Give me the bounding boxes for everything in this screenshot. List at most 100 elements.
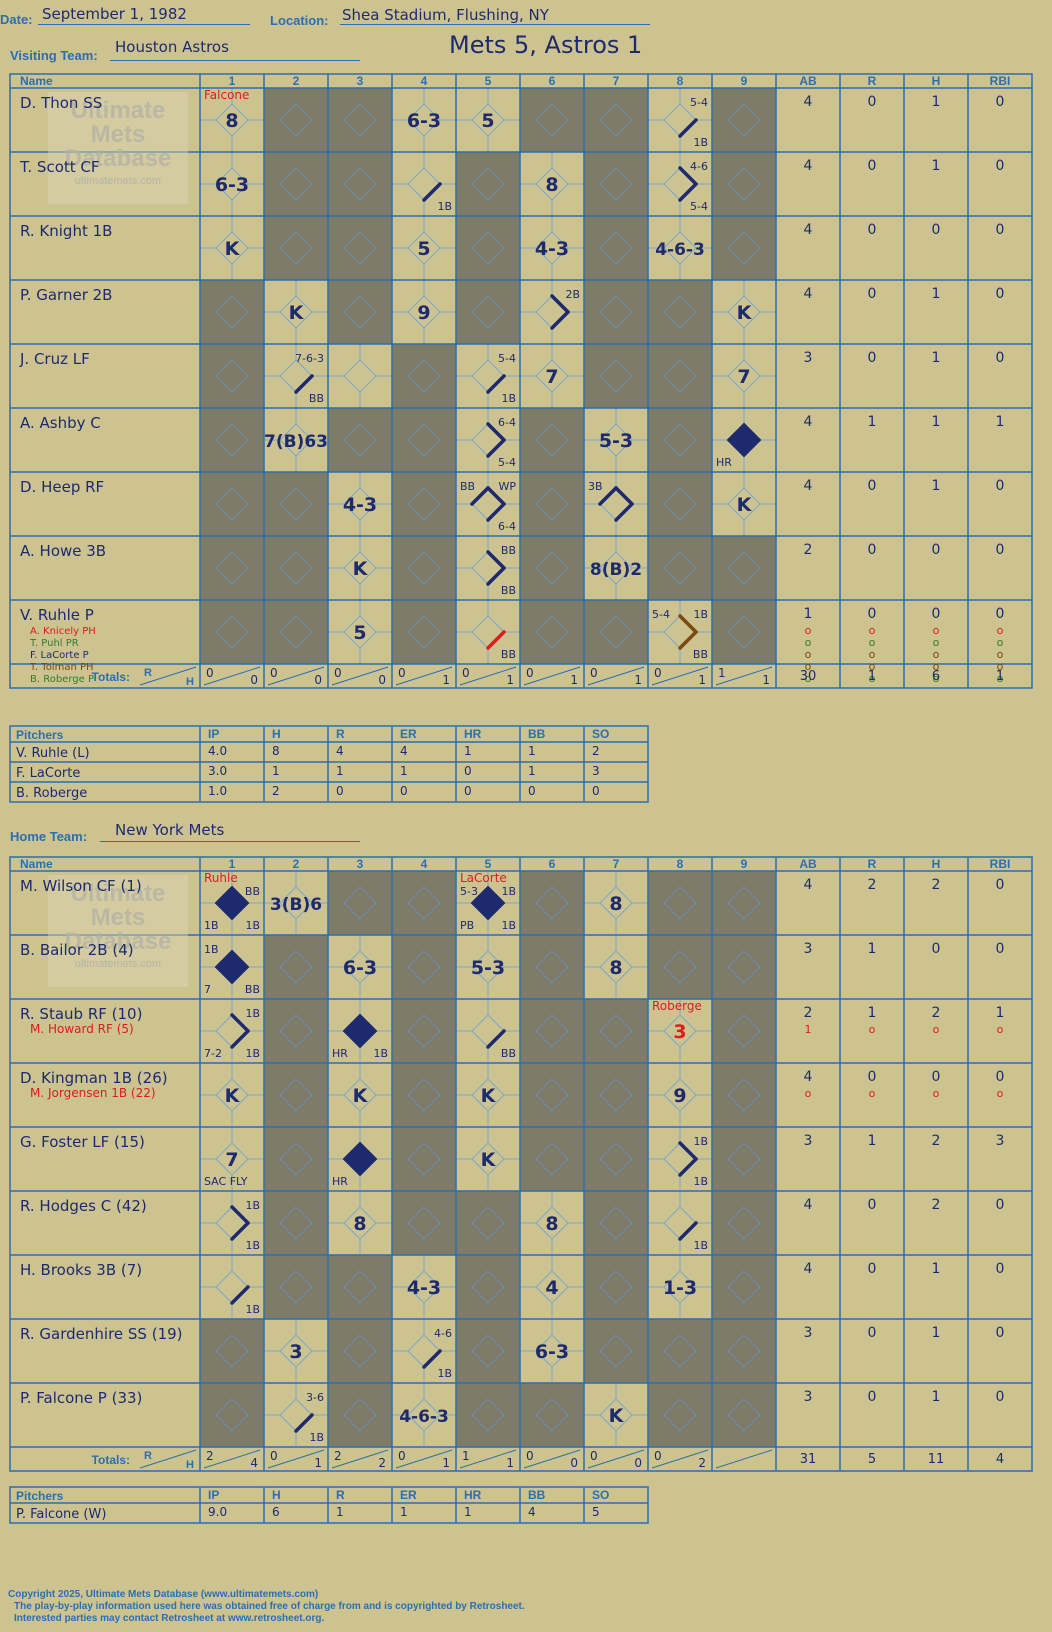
play-note: 1B — [501, 885, 516, 898]
batter-stat: 1 — [868, 414, 877, 430]
play-note: HR — [716, 456, 732, 469]
base-diamond — [407, 1206, 441, 1240]
sub-stat: o — [869, 672, 876, 685]
inning-cell-shaded — [712, 88, 776, 152]
basepath-segment — [678, 1157, 698, 1177]
play-note: BB — [245, 885, 260, 898]
pitching-col-header: ER — [400, 727, 417, 741]
pitcher-name: P. Falcone (W) — [16, 1507, 106, 1522]
play-result: 5 — [353, 622, 366, 644]
basepath-segment — [230, 1205, 250, 1225]
visitors-pitching-box: Pitchers IP H R ER HR BB SOV. Ruhle (L) 4.0 8 4 4 1 1… — [9, 725, 649, 803]
substitute-name: T. Tolman PH — [29, 662, 94, 673]
visiting-team-name: Houston Astros — [115, 38, 229, 56]
batter-stat: 0 — [932, 941, 941, 957]
substitute-name: A. Knicely PH — [30, 626, 96, 637]
base-diamond — [343, 231, 377, 265]
basepath-segment — [486, 1029, 506, 1049]
inning-cell-shaded — [456, 1383, 520, 1447]
base-diamond — [215, 1334, 249, 1368]
batter-stat: 1 — [932, 158, 941, 174]
watermark-logo — [48, 92, 188, 204]
inning-header: 2 — [293, 857, 300, 871]
totals-divider — [139, 1449, 197, 1469]
batter-name: J. Cruz LF — [19, 350, 90, 368]
home-pitching-box: Pitchers IP H R ER HR BB SOP. Falcone (W) 9.0 6 1 1… — [9, 1486, 649, 1524]
batter-stat: 1 — [932, 94, 941, 110]
pitcher-change-note: Roberge — [652, 999, 702, 1013]
sub-stat: o — [997, 1087, 1004, 1100]
inning-hits: 1 — [442, 1456, 450, 1470]
inning-cell-shaded — [584, 1127, 648, 1191]
inning-cell-shaded — [648, 1319, 712, 1383]
inning-cell-shaded — [264, 472, 328, 536]
base-diamond — [407, 167, 441, 201]
pitcher-stat: 1 — [336, 764, 344, 778]
base-diamond — [535, 487, 569, 521]
inning-header: 9 — [741, 857, 748, 871]
play-note: 1B — [693, 608, 708, 621]
play-result: 6-3 — [343, 957, 377, 979]
batter-name: T. Scott CF — [19, 158, 100, 176]
inning-cell-shaded — [520, 1383, 584, 1447]
inning-cell-shaded — [584, 344, 648, 408]
inning-cell-shaded — [200, 344, 264, 408]
base-diamond — [215, 295, 249, 329]
base-diamond — [407, 1142, 441, 1176]
basepath-segment — [486, 422, 506, 442]
play-result: 7(B)63 — [264, 432, 328, 452]
inning-hits: 0 — [314, 673, 322, 687]
inning-cell-shaded — [584, 216, 648, 280]
play-result: 4 — [545, 1277, 558, 1299]
base-diamond — [727, 950, 761, 984]
base-diamond — [343, 103, 377, 137]
inning-runs: 1 — [718, 666, 726, 680]
base-diamond — [535, 551, 569, 585]
play-result: 7 — [737, 366, 750, 388]
play-result: 1-3 — [663, 1277, 697, 1299]
batter-name: D. Thon SS — [20, 94, 102, 112]
pitching-col-header: SO — [592, 1488, 609, 1502]
batter-stat: 0 — [868, 286, 877, 302]
batter-stat: 0 — [996, 1197, 1005, 1213]
base-diamond — [599, 1206, 633, 1240]
totals-h-label: H — [186, 1459, 194, 1471]
batter-stat: 0 — [868, 1389, 877, 1405]
play-note: BB — [501, 584, 516, 597]
inning-cell-shaded — [328, 280, 392, 344]
batter-stat: 0 — [996, 1261, 1005, 1277]
pitching-border — [9, 1486, 649, 1524]
base-diamond — [471, 551, 505, 585]
base-diamond — [727, 167, 761, 201]
inning-cell-shaded — [200, 536, 264, 600]
basepath-segment — [486, 630, 506, 650]
batter-name: G. Foster LF (15) — [20, 1133, 145, 1151]
visitors-card: Name 1 2 3 4 5 6 7 8 9 AB R H RBI UltimateMetsDatabase… — [9, 73, 1033, 689]
play-note: 1B — [245, 1199, 260, 1212]
stat-header: RBI — [990, 74, 1011, 88]
inning-cell-shaded — [200, 1319, 264, 1383]
batter-stat: 0 — [996, 478, 1005, 494]
pitching-col-header: BB — [528, 1488, 546, 1502]
sub-stat: o — [805, 660, 812, 673]
inning-runs: 0 — [270, 1449, 278, 1463]
batter-stat: 4 — [804, 158, 813, 174]
totals-divider — [331, 1449, 389, 1469]
play-note: BB — [460, 480, 475, 493]
base-diamond — [663, 886, 697, 920]
play-note: 1B — [245, 919, 260, 932]
inning-hits: 1 — [698, 673, 706, 687]
name-header: Name — [20, 857, 53, 871]
batter-name: P. Falcone P (33) — [20, 1389, 142, 1407]
substitute-name: M. Jorgensen 1B (22) — [30, 1086, 156, 1100]
base-diamond — [663, 1142, 697, 1176]
batter-stat: 1 — [932, 1325, 941, 1341]
play-note: BB — [501, 1047, 516, 1060]
run-scored-diamond — [214, 885, 250, 921]
batter-stat: 0 — [932, 542, 941, 558]
inning-cell-shaded — [328, 88, 392, 152]
base-diamond — [599, 1078, 633, 1112]
sub-stat: o — [997, 648, 1004, 661]
base-diamond — [535, 295, 569, 329]
base-diamond — [535, 615, 569, 649]
